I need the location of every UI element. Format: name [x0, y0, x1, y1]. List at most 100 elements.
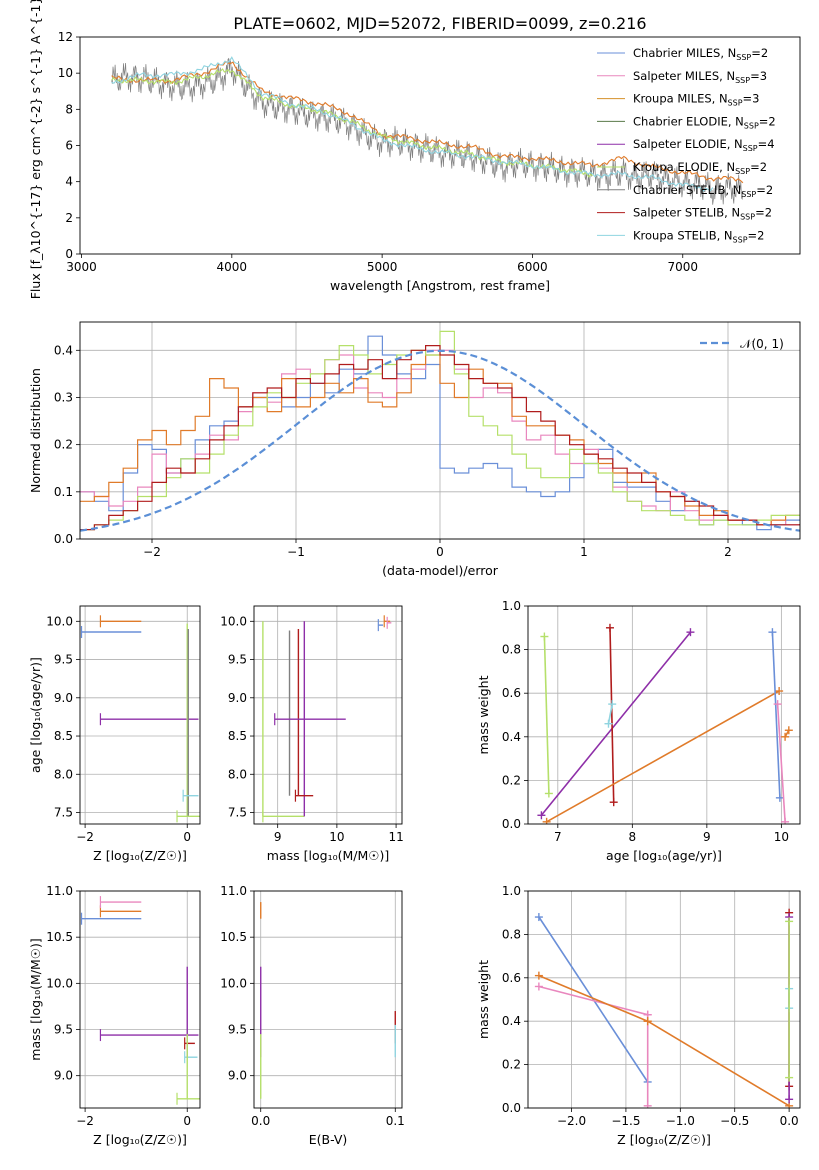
- panel-spectrum: 3000 4000 5000 6000 7000 0 2 4 6 8 10 12 wavelength …: [28, 0, 801, 299]
- x-tick-label: 5000: [367, 260, 398, 274]
- y-tick-label: 11.0: [46, 884, 73, 898]
- legend-label: Chabrier ELODIE, NSSP=2: [633, 114, 776, 130]
- panel-weight-vs-Z: −2.0 −1.5 −1.0 −0.5 0.0 0.0 0.2 0.4 0.6 0.8 1.0 Z […: [476, 884, 801, 1147]
- plot-area: [537, 623, 793, 824]
- y-axis-label: mass weight: [476, 960, 491, 1039]
- y-tick-label: 0.2: [54, 438, 73, 452]
- plot-frame: [527, 890, 801, 1109]
- y-tick-label: 0.2: [502, 773, 521, 787]
- figure-title: PLATE=0602, MJD=52072, FIBERID=0099, z=0…: [233, 14, 646, 33]
- weight-line: [540, 631, 692, 816]
- panel-weight-vs-age: 7 8 9 10 0.0 0.2 0.4 0.6 0.8 1.0 age [log₁₀(age/yr…: [476, 599, 801, 863]
- weight-line: [609, 627, 615, 803]
- x-axis-label: Z [log₁₀(Z/Z☉)]: [93, 1132, 187, 1147]
- y-tick-label: 2: [65, 211, 73, 225]
- plot-frame: [79, 321, 801, 540]
- legend-label: 𝒩(0, 1): [740, 337, 784, 351]
- x-tick-label: 0.0: [251, 1114, 270, 1128]
- y-tick-label: 8.0: [228, 767, 247, 781]
- y-axis-label: mass weight: [476, 675, 491, 754]
- weight-line: [543, 636, 550, 794]
- x-axis-label: wavelength [Angstrom, rest frame]: [330, 278, 550, 293]
- x-tick-label: 0: [183, 830, 191, 844]
- weight-line: [538, 985, 648, 1016]
- plot-area: [111, 56, 744, 205]
- legend-label: Kroupa STELIB, NSSP=2: [633, 228, 764, 244]
- y-tick-label: 9.0: [54, 1069, 73, 1083]
- y-tick-label: 7.5: [228, 806, 247, 820]
- y-axis-label: Normed distribution: [28, 368, 43, 493]
- y-tick-label: 12: [58, 30, 73, 44]
- x-tick-label: −0.5: [720, 1114, 749, 1128]
- spectrum-model-line: [111, 68, 593, 178]
- plot-area: [260, 902, 396, 1099]
- y-tick-label: 8.5: [54, 729, 73, 743]
- x-tick-label: 4000: [217, 260, 248, 274]
- panel-age-vs-Z: −2 0 7.5 8.0 8.5 9.0 9.5 10.0 Z [log₁₀(Z/Z☉)] age…: [28, 605, 201, 863]
- panel-age-vs-mass: 9 10 11 7.5 8.0 8.5 9.0 9.5 10.0 mass [log₁₀(M/M☉…: [220, 605, 404, 863]
- y-tick-label: 9.5: [54, 1023, 73, 1037]
- y-axis-label: mass [log₁₀(M/M☉)]: [28, 938, 43, 1060]
- y-tick-label: 1.0: [502, 884, 521, 898]
- y-tick-label: 0.8: [502, 927, 521, 941]
- y-tick-label: 10.0: [46, 976, 73, 990]
- y-tick-label: 7.5: [54, 806, 73, 820]
- plot-area: [80, 896, 200, 1105]
- y-tick-label: 0.6: [502, 686, 521, 700]
- y-tick-label: 4: [65, 175, 73, 189]
- y-tick-label: 0.3: [54, 390, 73, 404]
- weight-line: [538, 974, 649, 1022]
- histogram-step: [80, 330, 800, 531]
- plot-frame: [253, 605, 403, 825]
- x-tick-label: −2: [76, 1114, 94, 1128]
- y-tick-label: 0.2: [502, 1058, 521, 1072]
- histogram-step: [80, 345, 800, 531]
- x-axis-label: (data-model)/error: [382, 563, 499, 578]
- legend-label: Salpeter MILES, NSSP=3: [633, 69, 767, 85]
- x-tick-label: 0: [183, 1114, 191, 1128]
- plot-frame: [527, 605, 801, 825]
- y-tick-label: 0.0: [502, 1101, 521, 1115]
- y-axis-label: Flux [f_λ10^{-17} erg cm^{-2} s^{-1} A^{…: [28, 0, 43, 299]
- y-tick-label: 0.1: [54, 485, 73, 499]
- weight-line: [776, 704, 786, 822]
- x-tick-label: 6000: [517, 260, 548, 274]
- y-tick-label: 10: [58, 66, 73, 80]
- x-tick-label: 3000: [66, 260, 97, 274]
- plot-frame: [79, 605, 201, 825]
- y-tick-label: 9.5: [228, 653, 247, 667]
- y-tick-label: 1.0: [502, 599, 521, 613]
- y-tick-label: 10.5: [220, 930, 247, 944]
- x-tick-label: 7: [554, 830, 562, 844]
- x-tick-label: 9: [703, 830, 711, 844]
- y-tick-label: 10.5: [46, 930, 73, 944]
- legend-label: Chabrier MILES, NSSP=2: [633, 46, 768, 62]
- y-tick-label: 8.0: [54, 767, 73, 781]
- y-tick-label: 6: [65, 139, 73, 153]
- panel-mass-vs-EBV: 0.0 0.1 9.0 9.5 10.0 10.5 11.0 E(B-V): [220, 884, 405, 1147]
- x-tick-label: 1: [580, 545, 588, 559]
- x-axis-label: Z [log₁₀(Z/Z☉)]: [617, 1132, 711, 1147]
- x-tick-label: 7000: [667, 260, 698, 274]
- x-tick-label: 10: [329, 830, 344, 844]
- normal-curve: [80, 349, 800, 532]
- y-tick-label: 9.5: [54, 653, 73, 667]
- x-tick-label: 0: [436, 545, 444, 559]
- x-tick-label: −2.0: [557, 1114, 586, 1128]
- plot-area: [534, 908, 794, 1108]
- y-tick-label: 10.0: [46, 614, 73, 628]
- weight-line: [771, 632, 781, 798]
- y-tick-label: 0.4: [502, 1014, 521, 1028]
- x-tick-label: 11: [388, 830, 403, 844]
- legend-label: Salpeter ELODIE, NSSP=4: [633, 137, 775, 153]
- y-tick-label: 10.0: [220, 614, 247, 628]
- x-axis-label: age [log₁₀(age/yr)]: [606, 848, 722, 863]
- x-tick-label: −2: [76, 830, 94, 844]
- y-tick-label: 11.0: [220, 884, 247, 898]
- x-axis-label: mass [log₁₀(M/M☉)]: [267, 848, 389, 863]
- x-tick-label: 8: [629, 830, 637, 844]
- x-tick-label: 2: [724, 545, 732, 559]
- y-tick-label: 9.0: [228, 691, 247, 705]
- weight-line: [538, 916, 649, 1083]
